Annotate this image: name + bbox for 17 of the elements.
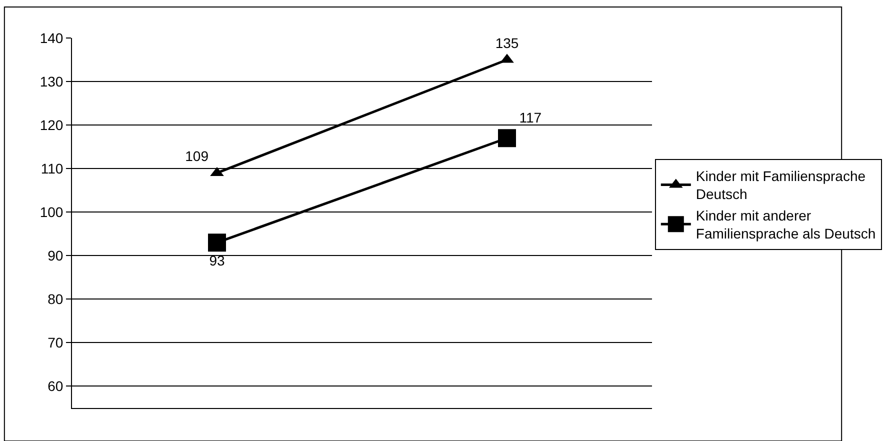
data-label: 135 — [495, 34, 519, 51]
y-tick-label: 110 — [40, 160, 64, 176]
point — [498, 129, 516, 148]
y-tick-label: 60 — [48, 378, 64, 394]
point — [208, 234, 226, 252]
y-tick-label: 90 — [48, 248, 64, 264]
legend-label: Kinder mit anderer Familiensprache als Deutsch — [696, 207, 876, 242]
y-tick-label: 70 — [48, 334, 64, 351]
y-tick-label: 80 — [48, 291, 64, 308]
data-label: 117 — [519, 109, 542, 126]
y-tick-label: 100 — [40, 204, 64, 220]
y-tick-label: 130 — [40, 73, 64, 90]
data-label: 93 — [209, 252, 225, 268]
y-tick-label: 140 — [40, 30, 64, 46]
data-label: 109 — [185, 148, 209, 164]
y-tick-label: 120 — [40, 116, 64, 133]
legend-label: Kinder mit Familiensprache Deutsch — [696, 168, 866, 202]
